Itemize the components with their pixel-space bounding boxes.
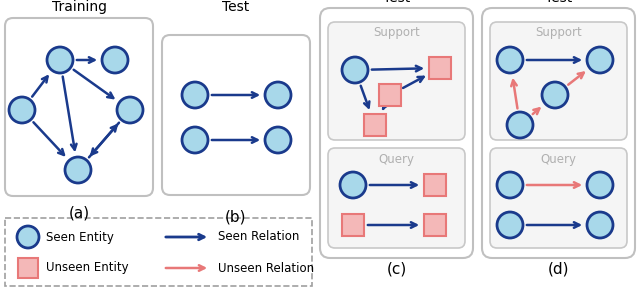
FancyBboxPatch shape bbox=[328, 148, 465, 248]
FancyBboxPatch shape bbox=[320, 8, 473, 258]
Text: Unseen Relation: Unseen Relation bbox=[218, 261, 314, 275]
Text: (d): (d) bbox=[548, 262, 569, 277]
Bar bbox=[429, 57, 451, 79]
FancyBboxPatch shape bbox=[482, 8, 635, 258]
Bar bbox=[424, 174, 446, 196]
Circle shape bbox=[507, 112, 533, 138]
Bar bbox=[18, 258, 38, 278]
Circle shape bbox=[587, 47, 613, 73]
Text: Unseen Entity: Unseen Entity bbox=[46, 261, 129, 275]
Circle shape bbox=[65, 157, 91, 183]
Text: Support: Support bbox=[535, 26, 582, 39]
Text: Training: Training bbox=[51, 0, 106, 14]
FancyBboxPatch shape bbox=[490, 148, 627, 248]
Circle shape bbox=[265, 82, 291, 108]
Text: Test: Test bbox=[383, 0, 410, 5]
Circle shape bbox=[497, 212, 523, 238]
Text: (c): (c) bbox=[387, 262, 406, 277]
Circle shape bbox=[342, 57, 368, 83]
Text: (a): (a) bbox=[68, 205, 90, 220]
Circle shape bbox=[587, 172, 613, 198]
Circle shape bbox=[340, 172, 366, 198]
Text: Seen Relation: Seen Relation bbox=[218, 230, 300, 243]
Text: (b): (b) bbox=[225, 210, 247, 225]
FancyBboxPatch shape bbox=[5, 18, 153, 196]
FancyBboxPatch shape bbox=[490, 22, 627, 140]
Circle shape bbox=[542, 82, 568, 108]
Circle shape bbox=[497, 47, 523, 73]
Text: Query: Query bbox=[378, 153, 415, 166]
Text: Seen Entity: Seen Entity bbox=[46, 230, 114, 243]
Text: Query: Query bbox=[541, 153, 577, 166]
Circle shape bbox=[102, 47, 128, 73]
FancyBboxPatch shape bbox=[328, 22, 465, 140]
Circle shape bbox=[182, 127, 208, 153]
Text: Test: Test bbox=[545, 0, 572, 5]
Circle shape bbox=[182, 82, 208, 108]
Circle shape bbox=[17, 226, 39, 248]
FancyBboxPatch shape bbox=[5, 218, 312, 286]
Bar bbox=[364, 114, 386, 136]
Circle shape bbox=[497, 172, 523, 198]
Circle shape bbox=[9, 97, 35, 123]
Text: Support: Support bbox=[373, 26, 420, 39]
Circle shape bbox=[587, 212, 613, 238]
Circle shape bbox=[47, 47, 73, 73]
Circle shape bbox=[265, 127, 291, 153]
Bar bbox=[342, 214, 364, 236]
Circle shape bbox=[117, 97, 143, 123]
Text: Test: Test bbox=[222, 0, 250, 14]
FancyBboxPatch shape bbox=[162, 35, 310, 195]
Bar bbox=[379, 84, 401, 106]
Bar bbox=[424, 214, 446, 236]
